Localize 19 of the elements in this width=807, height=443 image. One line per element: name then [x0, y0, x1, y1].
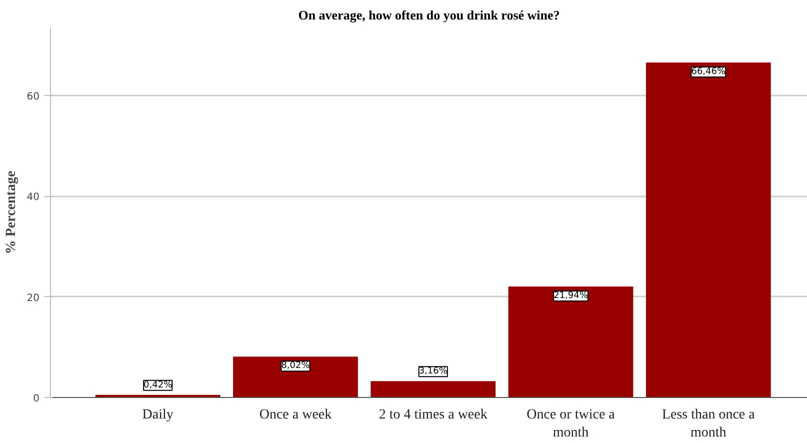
y-tick-label: 0	[33, 394, 40, 404]
data-label: 8,02%	[281, 361, 310, 372]
y-tick-label: 40	[26, 192, 40, 204]
bar	[646, 62, 771, 398]
chart-title: On average, how often do you drink rosé wine?	[298, 8, 560, 22]
x-tick-label: Once a week	[259, 408, 332, 422]
x-tick-label: Less than once a month	[662, 408, 756, 440]
x-tick-label: Once or twice a month	[526, 408, 616, 440]
x-tick-label: 2 to 4 times a week	[378, 408, 488, 422]
data-label: 21,94%	[554, 291, 588, 302]
x-tick-label: Daily	[142, 408, 174, 422]
y-tick-label: 20	[26, 292, 40, 304]
bar	[233, 356, 358, 398]
y-tick-label: 60	[26, 91, 40, 102]
bar	[508, 286, 634, 398]
data-label: 3,16%	[418, 366, 448, 377]
data-label: 66,46%	[691, 66, 726, 77]
y-axis-title: % Percentage	[4, 170, 19, 254]
bar	[370, 381, 496, 398]
